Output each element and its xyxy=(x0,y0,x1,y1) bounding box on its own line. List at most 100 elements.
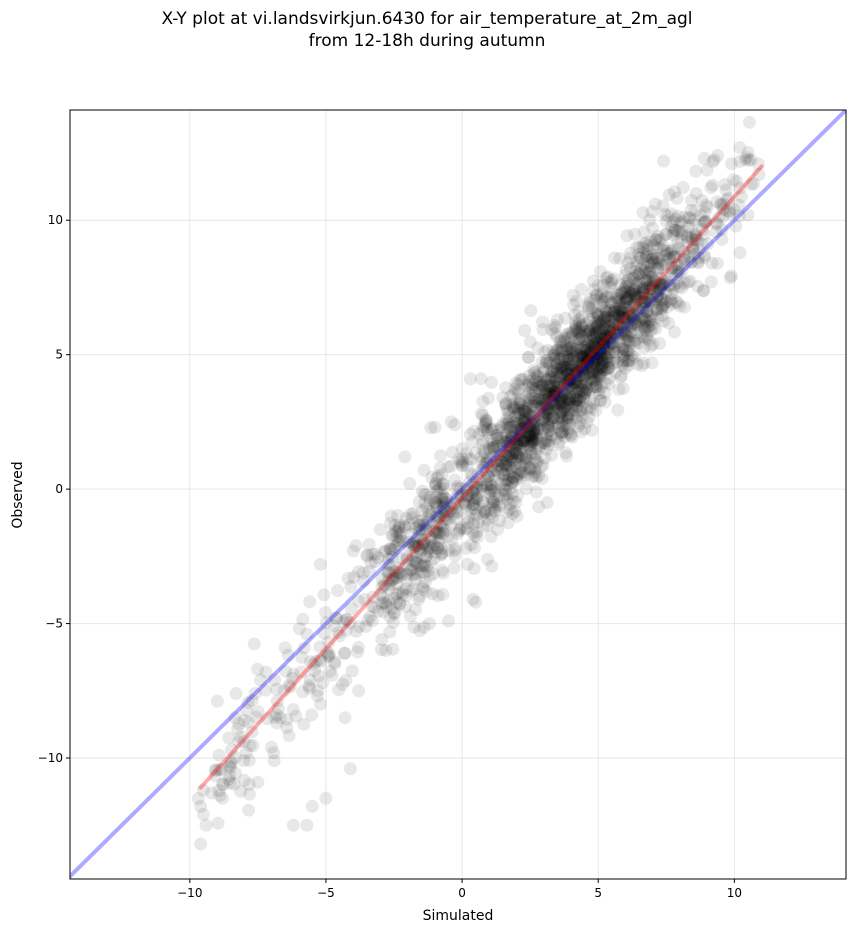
scatter-point xyxy=(418,575,432,589)
scatter-point xyxy=(562,401,575,415)
scatter-point xyxy=(590,364,604,378)
scatter-point xyxy=(254,673,268,687)
scatter-point xyxy=(366,590,380,604)
scatter-point xyxy=(529,429,543,443)
scatter-point xyxy=(674,233,688,247)
scatter-point xyxy=(570,294,584,308)
scatter-point xyxy=(526,427,540,441)
scatter-point xyxy=(408,535,422,549)
scatter-point xyxy=(697,151,711,165)
scatter-point xyxy=(399,567,413,581)
scatter-point xyxy=(607,309,621,323)
scatter-point xyxy=(475,479,489,493)
chart-title: X-Y plot at vi.landsvirkjun.6430 for air… xyxy=(161,9,693,29)
scatter-point xyxy=(566,328,580,341)
scatter-point xyxy=(476,443,490,457)
scatter-point xyxy=(487,496,501,510)
scatter-point xyxy=(642,333,656,347)
scatter-point xyxy=(433,526,447,539)
scatter-point xyxy=(606,305,620,319)
scatter-point xyxy=(626,285,640,299)
scatter-point xyxy=(619,327,632,341)
scatter-point xyxy=(665,220,678,233)
scatter-point xyxy=(617,349,630,363)
scatter-point xyxy=(392,561,406,574)
scatter-point xyxy=(463,475,476,489)
scatter-point xyxy=(566,408,580,422)
scatter-point xyxy=(484,507,498,521)
scatter-point xyxy=(552,435,566,449)
scatter-point xyxy=(653,271,667,285)
scatter-point xyxy=(622,358,635,372)
scatter-point xyxy=(732,209,746,223)
scatter-point xyxy=(358,592,372,606)
scatter-point xyxy=(648,274,662,288)
scatter-point xyxy=(212,784,226,797)
scatter-point xyxy=(270,682,284,696)
scatter-point xyxy=(675,215,689,229)
scatter-point xyxy=(498,418,512,431)
x-tick-label: −5 xyxy=(317,886,335,900)
scatter-point xyxy=(561,411,575,425)
scatter-point xyxy=(584,325,598,339)
scatter-point xyxy=(715,222,729,236)
scatter-point xyxy=(612,308,626,322)
scatter-point xyxy=(509,447,523,460)
scatter-point xyxy=(716,202,730,216)
scatter-point xyxy=(474,450,488,464)
scatter-point xyxy=(604,338,618,352)
scatter-point xyxy=(579,325,593,338)
scatter-point xyxy=(590,335,604,349)
scatter-point xyxy=(415,523,429,537)
scatter-point xyxy=(582,324,596,338)
scatter-point xyxy=(429,491,443,505)
scatter-point xyxy=(629,315,643,329)
scatter-point xyxy=(617,296,631,310)
scatter-point xyxy=(444,518,458,532)
scatter-point xyxy=(436,496,450,510)
scatter-point xyxy=(337,646,351,660)
scatter-point xyxy=(480,455,494,469)
scatter-point xyxy=(615,305,629,319)
scatter-point xyxy=(634,290,648,304)
scatter-point xyxy=(407,540,421,553)
scatter-point xyxy=(497,467,511,481)
scatter-point xyxy=(640,304,654,318)
scatter-point xyxy=(597,360,611,373)
scatter-point xyxy=(673,216,687,230)
scatter-point xyxy=(574,425,588,439)
scatter-point xyxy=(610,327,624,341)
scatter-point xyxy=(641,239,655,253)
scatter-point xyxy=(398,450,412,464)
scatter-point xyxy=(575,410,589,424)
scatter-point xyxy=(419,550,433,564)
scatter-point xyxy=(566,352,580,365)
scatter-point xyxy=(211,816,225,830)
scatter-point xyxy=(503,439,517,453)
scatter-point xyxy=(402,518,416,531)
scatter-point xyxy=(596,336,610,349)
scatter-point xyxy=(624,318,638,332)
scatter-point xyxy=(526,399,540,413)
scatter-point xyxy=(638,295,652,308)
scatter-point xyxy=(529,374,542,388)
scatter-point xyxy=(319,606,333,620)
scatter-point xyxy=(701,237,715,251)
scatter-point xyxy=(631,267,645,281)
scatter-point xyxy=(371,604,385,618)
scatter-point xyxy=(577,372,591,386)
scatter-point xyxy=(591,383,605,397)
scatter-point xyxy=(612,317,626,331)
scatter-point xyxy=(506,388,520,402)
scatter-point xyxy=(718,178,732,191)
scatter-point xyxy=(509,438,523,452)
scatter-point xyxy=(232,735,246,749)
scatter-point xyxy=(575,340,589,354)
scatter-point xyxy=(574,400,588,414)
scatter-point xyxy=(711,149,725,162)
scatter-point xyxy=(533,397,546,410)
scatter-point xyxy=(420,549,433,563)
scatter-point xyxy=(303,655,317,669)
scatter-point xyxy=(574,346,588,360)
scatter-point xyxy=(560,449,574,463)
